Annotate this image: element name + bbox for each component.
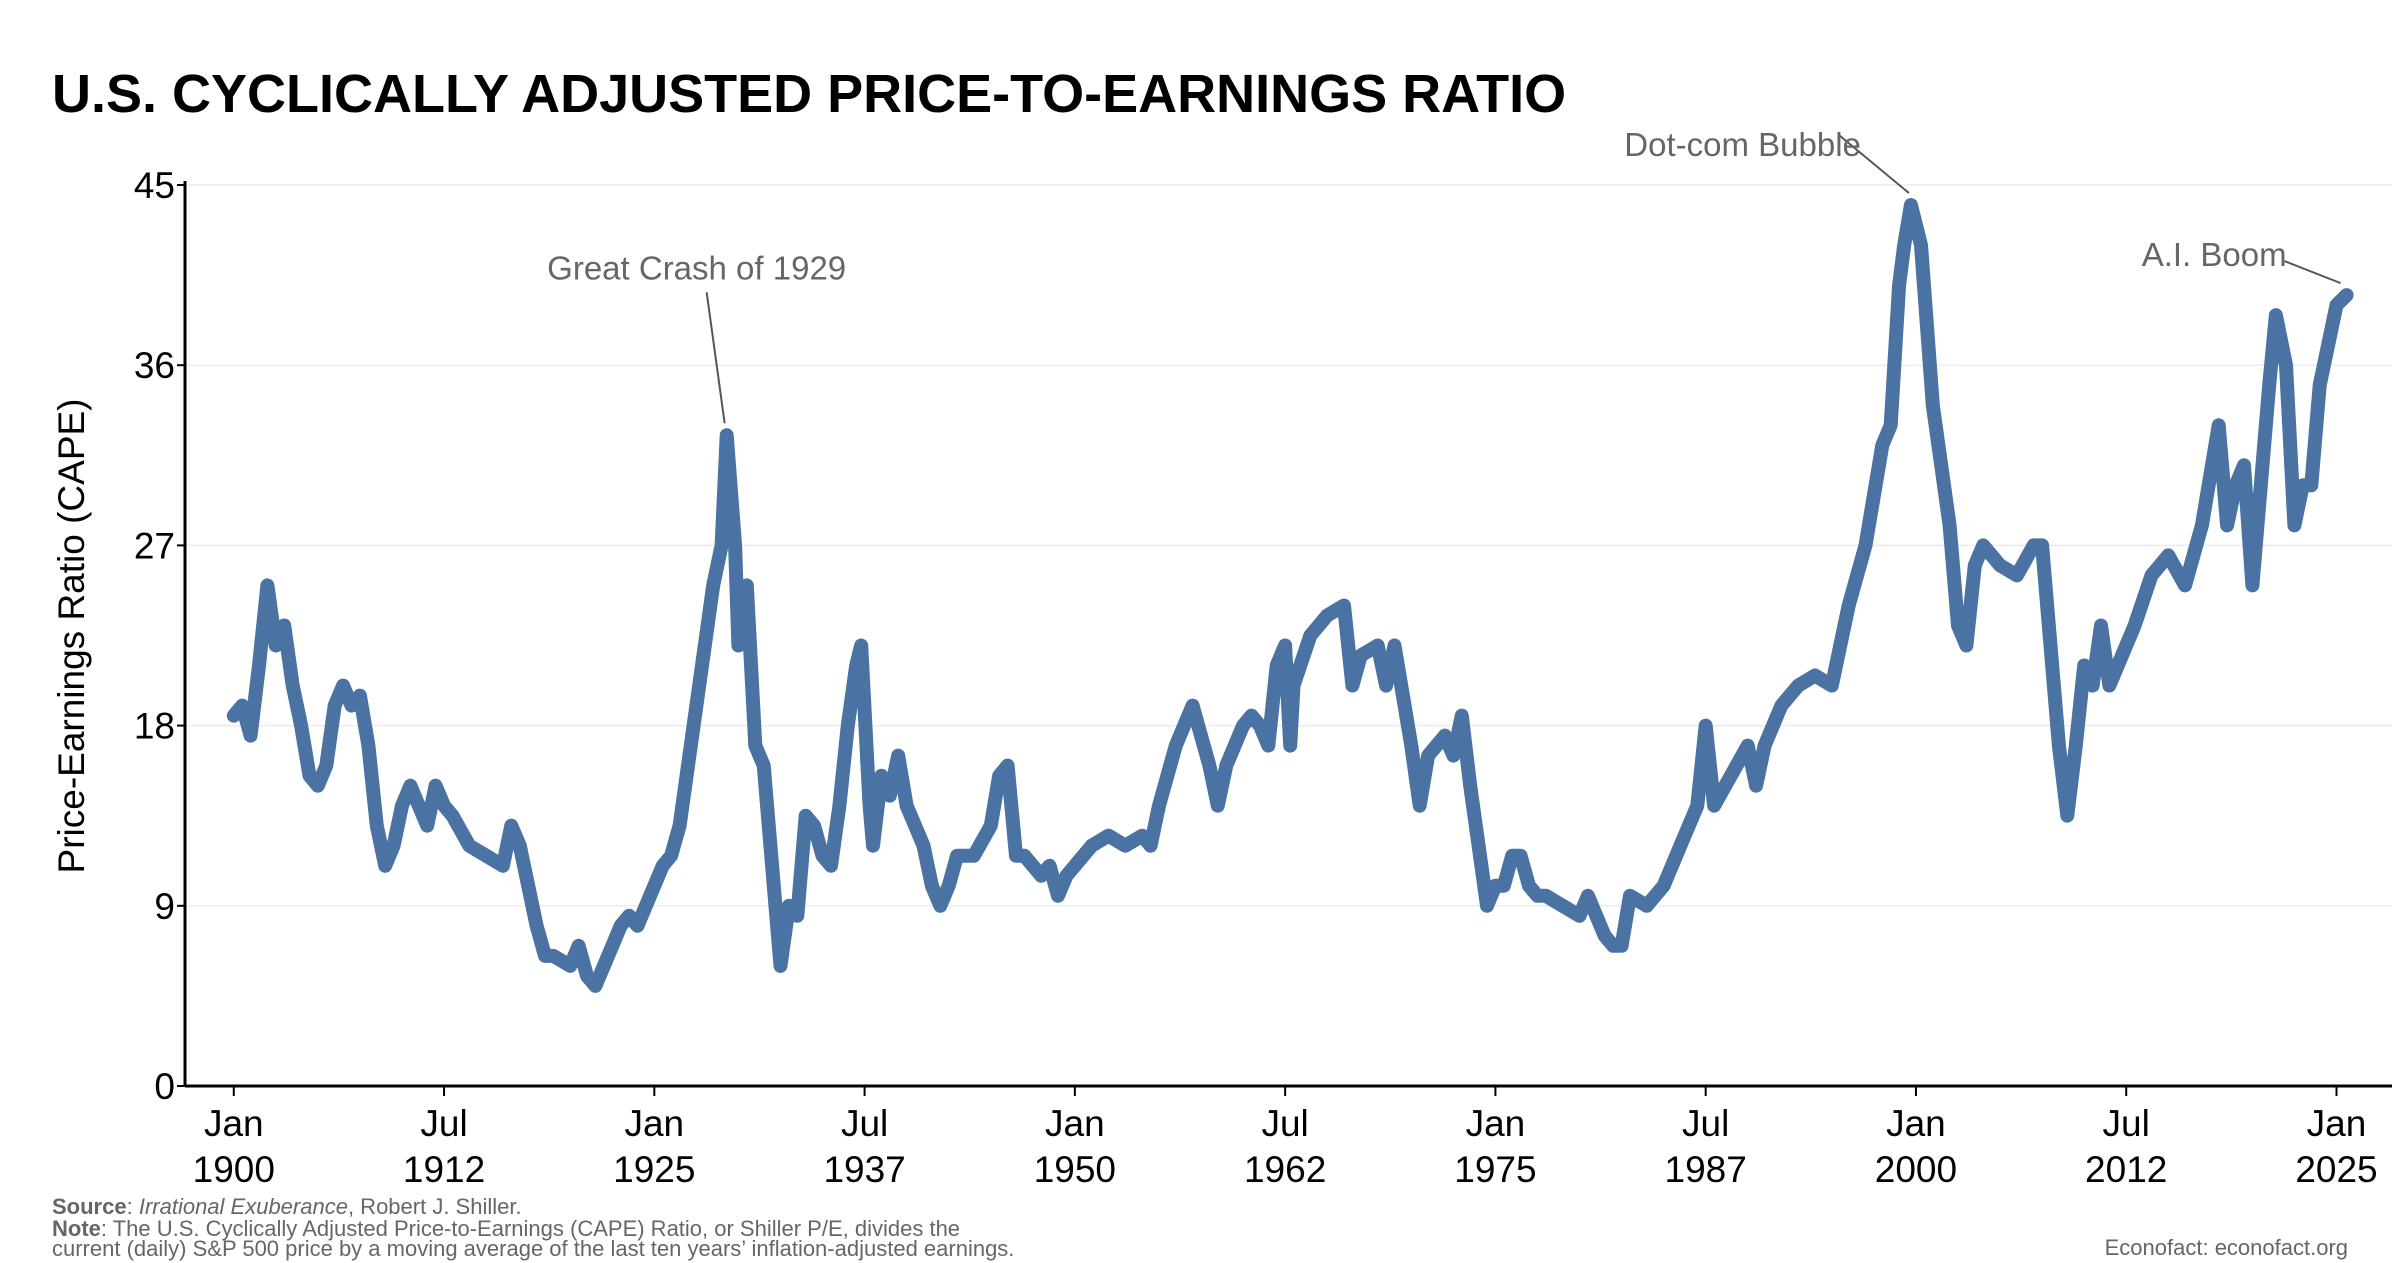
y-tick-label: 0: [154, 1066, 175, 1107]
source: Source: Irrational Exuberance, Robert J.…: [52, 1194, 522, 1219]
credit: Econofact: econofact.org: [2105, 1235, 2348, 1260]
annotation-leader: [2284, 260, 2341, 285]
x-tick-label: Jan 1925: [613, 1103, 695, 1190]
x-tick-label: Jul 1937: [823, 1103, 905, 1190]
x-tick-label: Jul 1962: [1244, 1103, 1326, 1190]
chart-title: U.S. CYCLICALLY ADJUSTED PRICE-TO-EARNIN…: [52, 64, 1566, 124]
annotation: Dot-com Bubble: [1624, 126, 1861, 163]
x-tick-label: Jan 2025: [2295, 1103, 2377, 1190]
note: Note: The U.S. Cyclically Adjusted Price…: [52, 1216, 960, 1241]
y-axis-label: Price-Earnings Ratio (CAPE): [51, 399, 92, 874]
x-tick-label: Jul 1912: [403, 1103, 485, 1190]
note-line-2: current (daily) S&P 500 price by a movin…: [52, 1236, 1014, 1261]
x-tick-label: Jan 2000: [1875, 1103, 1957, 1190]
source-part: :: [127, 1194, 139, 1219]
cape-line: [226, 198, 2354, 993]
y-tick-label: 9: [154, 886, 175, 927]
x-tick-label: Jan 1900: [193, 1103, 275, 1190]
annotation: Great Crash of 1929: [547, 249, 846, 286]
annotation-leader: [705, 292, 726, 424]
y-tick-label: 36: [134, 345, 175, 386]
y-tick-label: 45: [134, 165, 175, 206]
y-tick-label: 27: [134, 525, 175, 566]
source-part: Irrational Exuberance: [139, 1194, 348, 1219]
note-part: Note: [52, 1216, 101, 1241]
y-tick-label: 18: [134, 706, 175, 747]
x-tick-label: Jul 2012: [2085, 1103, 2167, 1190]
source-part: Source: [52, 1194, 127, 1219]
source-part: , Robert J. Shiller.: [348, 1194, 522, 1219]
annotation-leader: [1838, 134, 1910, 194]
note-part: : The U.S. Cyclically Adjusted Price-to-…: [101, 1216, 960, 1241]
x-tick-label: Jan 1975: [1454, 1103, 1536, 1190]
annotation: A.I. Boom: [2142, 236, 2287, 273]
x-tick-label: Jan 1950: [1034, 1103, 1116, 1190]
x-tick-label: Jul 1987: [1665, 1103, 1747, 1190]
